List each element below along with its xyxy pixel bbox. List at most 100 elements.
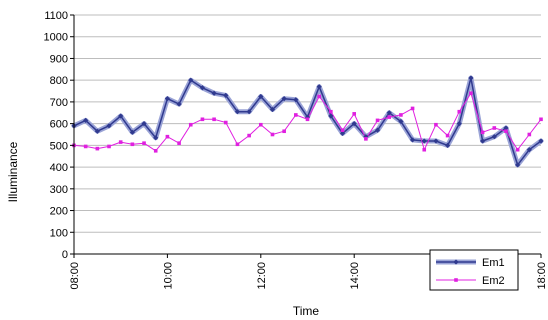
data-point-em1 bbox=[199, 85, 206, 91]
y-tick-label: 200 bbox=[50, 206, 68, 218]
data-point-em2 bbox=[317, 94, 321, 99]
data-point-em2 bbox=[200, 117, 205, 122]
data-point-em2 bbox=[539, 117, 543, 122]
data-point-em2 bbox=[492, 126, 497, 130]
data-point-em2 bbox=[235, 142, 240, 147]
data-point-em2 bbox=[95, 146, 100, 151]
data-point-em1 bbox=[269, 106, 276, 113]
legend-marker-em1 bbox=[453, 259, 459, 265]
y-axis-title: Illuminance bbox=[6, 141, 20, 202]
data-point-em2 bbox=[305, 117, 310, 122]
y-tick-label: 0 bbox=[62, 249, 68, 261]
data-point-em1 bbox=[468, 75, 474, 81]
legend-marker-em2 bbox=[454, 278, 458, 282]
x-tick-label: 18:00 bbox=[536, 262, 548, 290]
data-point-em2 bbox=[177, 141, 181, 145]
data-point-em1 bbox=[421, 138, 427, 144]
data-point-em2 bbox=[399, 113, 403, 117]
data-point-em1 bbox=[164, 96, 170, 102]
data-point-em1 bbox=[503, 125, 509, 131]
data-point-em1 bbox=[129, 129, 135, 135]
data-point-em2 bbox=[422, 147, 427, 152]
data-point-em1 bbox=[223, 92, 229, 98]
data-point-em1 bbox=[94, 128, 100, 134]
data-point-em1 bbox=[141, 121, 147, 127]
data-point-em2 bbox=[247, 133, 251, 138]
data-point-em1 bbox=[339, 130, 346, 137]
data-point-em1 bbox=[258, 93, 264, 100]
data-point-em2 bbox=[294, 113, 298, 117]
x-tick-label: 12:00 bbox=[256, 262, 268, 290]
data-point-em2 bbox=[515, 147, 520, 152]
y-tick-label: 900 bbox=[50, 53, 68, 65]
data-point-em1 bbox=[293, 97, 299, 103]
data-point-em2 bbox=[480, 130, 485, 135]
data-point-em1 bbox=[538, 138, 544, 144]
data-point-em2 bbox=[259, 122, 263, 127]
gridlines bbox=[74, 14, 541, 255]
y-tick-label: 500 bbox=[50, 140, 68, 152]
data-point-em1 bbox=[281, 96, 287, 102]
data-point-em1 bbox=[118, 113, 124, 119]
data-point-em2 bbox=[387, 115, 392, 119]
data-point-em1 bbox=[491, 134, 497, 140]
data-point-em1 bbox=[328, 113, 334, 119]
y-tick-label: 700 bbox=[50, 97, 68, 109]
data-point-em1 bbox=[316, 84, 322, 90]
data-point-em1 bbox=[246, 109, 252, 115]
data-point-em1 bbox=[386, 110, 392, 116]
data-point-em2 bbox=[223, 120, 228, 125]
data-point-em1 bbox=[106, 123, 112, 129]
data-point-em1 bbox=[351, 121, 357, 127]
data-point-em2 bbox=[469, 91, 473, 96]
x-tick-label: 14:00 bbox=[349, 262, 361, 290]
data-point-em1 bbox=[456, 121, 462, 127]
y-tick-label: 1100 bbox=[44, 10, 68, 22]
data-point-em2 bbox=[153, 148, 158, 153]
x-tick-label: 10:00 bbox=[162, 262, 174, 290]
data-point-em2 bbox=[352, 112, 356, 116]
data-point-em2 bbox=[340, 128, 345, 132]
x-tick-label: 08:00 bbox=[69, 262, 81, 290]
data-point-em2 bbox=[457, 109, 462, 114]
data-point-em1 bbox=[176, 101, 182, 107]
data-point-em1 bbox=[153, 135, 159, 141]
data-point-em2 bbox=[165, 134, 170, 139]
data-point-em1 bbox=[234, 109, 241, 115]
data-point-em2 bbox=[364, 137, 368, 141]
data-point-em2 bbox=[527, 132, 532, 137]
data-point-em1 bbox=[480, 138, 486, 144]
data-point-em2 bbox=[142, 141, 146, 145]
y-tick-label: 400 bbox=[50, 162, 68, 174]
data-point-em1 bbox=[515, 162, 521, 168]
y-tick-label: 300 bbox=[50, 184, 68, 196]
y-tick-label: 100 bbox=[50, 227, 68, 239]
y-tick-label: 600 bbox=[50, 119, 68, 131]
data-point-em2 bbox=[212, 117, 216, 122]
x-axis-title: Time bbox=[293, 304, 320, 318]
data-point-em2 bbox=[188, 122, 193, 127]
series-markers bbox=[71, 75, 544, 168]
data-point-em2 bbox=[83, 144, 88, 149]
data-point-em1 bbox=[445, 142, 451, 148]
data-point-em2 bbox=[130, 142, 135, 147]
data-point-em2 bbox=[445, 133, 450, 138]
y-tick-label: 800 bbox=[50, 75, 68, 87]
data-point-em2 bbox=[375, 118, 380, 123]
legend: Em1 Em2 bbox=[429, 249, 519, 291]
data-point-em2 bbox=[434, 122, 438, 127]
data-point-em2 bbox=[107, 144, 111, 149]
legend-label-em2: Em2 bbox=[482, 275, 505, 287]
data-point-em1 bbox=[83, 117, 89, 123]
data-point-em2 bbox=[504, 129, 508, 134]
legend-box bbox=[429, 249, 519, 291]
legend-label-em1: Em1 bbox=[482, 257, 505, 269]
data-point-em2 bbox=[270, 132, 275, 137]
data-point-em1 bbox=[188, 77, 194, 83]
data-point-em1 bbox=[374, 127, 381, 133]
data-point-em2 bbox=[118, 140, 123, 144]
data-point-em1 bbox=[526, 147, 532, 153]
data-point-em1 bbox=[211, 90, 217, 96]
y-tick-labels: 0 100 200 300 400 500 600 700 800 900 1000 1100 bbox=[44, 10, 68, 261]
